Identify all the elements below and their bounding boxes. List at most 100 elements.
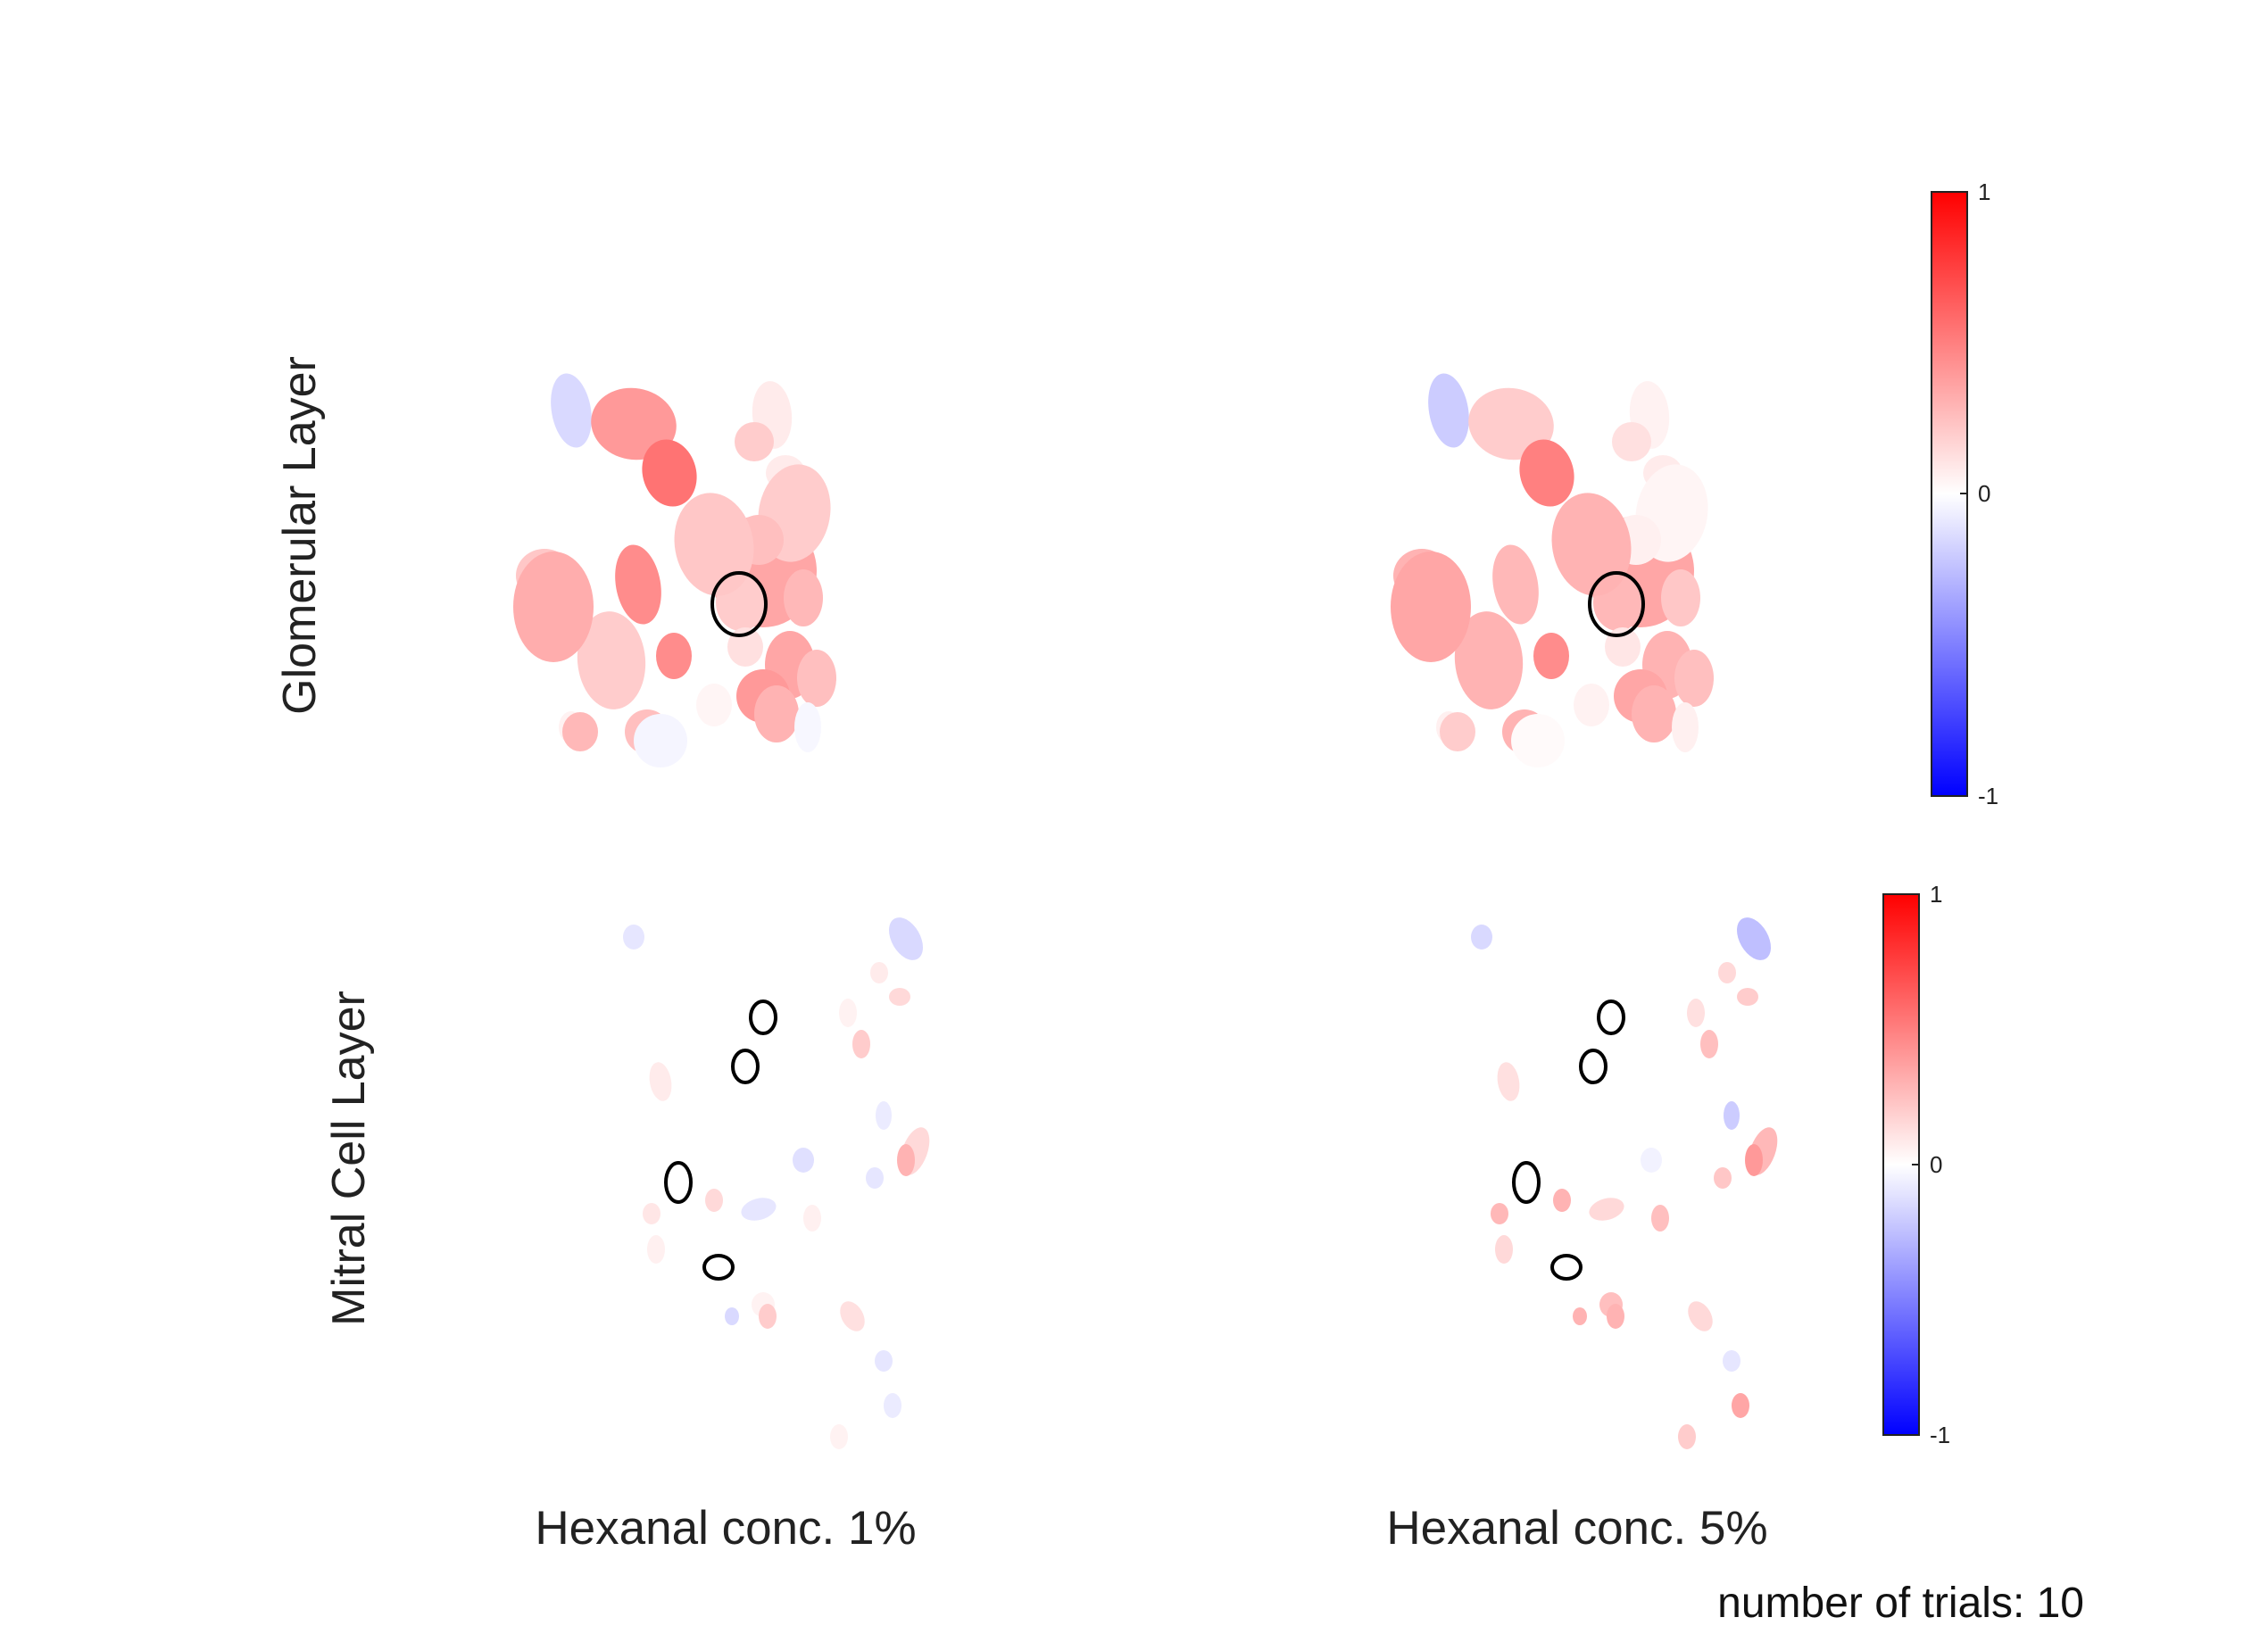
glomerular-conc-1-roi-24 <box>794 702 821 752</box>
mitral-conc-1-roi-16 <box>725 1307 739 1325</box>
mitral-conc-1-roi-22 <box>884 1393 901 1418</box>
glomerular-conc-5-roi-19 <box>1551 493 1632 596</box>
mitral-conc-5-selected-roi-outline-2 <box>1579 1049 1608 1084</box>
mitral-conc-5-roi-20 <box>1607 1304 1624 1329</box>
mitral-conc-1-selected-roi-outline-3 <box>664 1161 693 1204</box>
mitral-conc-5-roi-11 <box>1714 1167 1732 1189</box>
glomerular-conc-5-roi-3 <box>1428 373 1469 448</box>
mitral-conc-1-roi-20 <box>759 1304 777 1329</box>
mitral-conc-5-roi-16 <box>1573 1307 1587 1325</box>
glomerular-conc-1-selected-roi-outline-1 <box>710 571 768 637</box>
mitral-conc-1-roi-11 <box>866 1167 884 1189</box>
glomerular-conc-5-roi-18 <box>1674 650 1714 707</box>
mitral-conc-5-roi-7 <box>1497 1062 1520 1101</box>
glomerular-map-conc-5 <box>1391 373 1714 767</box>
mitral-conc-5-roi-24 <box>1688 1301 1713 1331</box>
glomerular-conc-1-roi-27 <box>562 712 598 751</box>
mitral-conc-5-roi-6 <box>1700 1030 1718 1058</box>
mitral-conc-1-roi-10 <box>897 1144 915 1176</box>
mitral-conc-1-roi-14 <box>793 1148 814 1173</box>
mitral-conc-1-roi-1 <box>623 925 644 950</box>
colorbar-glomerular-tick-mid: 0 <box>1978 480 1990 507</box>
column-label-conc-5: Hexanal conc. 5% <box>1386 1502 1767 1555</box>
mitral-conc-1-selected-roi-outline-4 <box>702 1254 735 1281</box>
mitral-conc-1-roi-18 <box>803 1205 821 1232</box>
mitral-map-conc-1 <box>623 917 930 1449</box>
glomerular-conc-5-roi-6 <box>1519 439 1574 507</box>
mitral-conc-1-roi-12 <box>705 1189 723 1212</box>
colorbar-mitral-tick-mid: 0 <box>1930 1151 1942 1178</box>
mitral-conc-5-roi-4 <box>1737 988 1758 1006</box>
mitral-conc-1-roi-8 <box>876 1101 892 1130</box>
mitral-conc-1-roi-24 <box>840 1301 865 1331</box>
glomerular-conc-5-roi-10 <box>1492 544 1539 625</box>
mitral-conc-5-roi-12 <box>1553 1189 1571 1212</box>
glomerular-conc-1-roi-4 <box>735 422 774 461</box>
mitral-conc-5-roi-18 <box>1651 1205 1669 1232</box>
mitral-map-conc-5 <box>1471 917 1778 1449</box>
mitral-conc-1-roi-13 <box>741 1198 777 1221</box>
colorbar-mitral-tick-max: 1 <box>1930 881 1942 908</box>
glomerular-conc-5-roi-5 <box>1468 387 1554 460</box>
mitral-conc-5-selected-roi-outline-3 <box>1512 1161 1541 1204</box>
mitral-conc-1-roi-5 <box>839 999 857 1027</box>
mitral-conc-5-roi-5 <box>1687 999 1705 1027</box>
glomerular-conc-5-roi-20 <box>1391 552 1471 662</box>
mitral-conc-1-roi-7 <box>649 1062 672 1101</box>
glomerular-conc-5-roi-24 <box>1672 702 1699 752</box>
mitral-conc-5-roi-8 <box>1724 1101 1740 1130</box>
mitral-conc-5-roi-22 <box>1732 1393 1749 1418</box>
mitral-conc-1-roi-3 <box>870 962 888 983</box>
glomerular-conc-5-roi-28 <box>1511 714 1565 767</box>
glomerular-conc-1-roi-16 <box>656 633 692 679</box>
glomerular-conc-1-roi-5 <box>591 387 677 460</box>
glomerular-conc-1-roi-3 <box>551 373 592 448</box>
column-label-conc-1: Hexanal conc. 1% <box>535 1502 916 1555</box>
mitral-conc-1-roi-21 <box>875 1350 893 1372</box>
glomerular-conc-1-roi-12 <box>784 569 823 626</box>
glomerular-conc-5-roi-17 <box>1605 627 1641 667</box>
glomerular-conc-5-roi-25 <box>1574 684 1609 726</box>
mitral-conc-5-roi-13 <box>1589 1198 1624 1221</box>
mitral-conc-1-roi-15 <box>647 1235 665 1264</box>
mitral-conc-5-roi-23 <box>1678 1424 1696 1449</box>
colorbar-glomerular-tick-min: -1 <box>1978 783 1998 809</box>
row-label-mitral: Mitral Cell Layer <box>323 991 375 1326</box>
mitral-conc-1-roi-6 <box>852 1030 870 1058</box>
glomerular-map-conc-1 <box>513 373 836 767</box>
colorbar-glomerular-tick-max: 1 <box>1978 178 1990 205</box>
glomerular-conc-5-roi-4 <box>1612 422 1651 461</box>
glomerular-conc-1-roi-18 <box>797 650 836 707</box>
trial-count: number of trials: 10 <box>1717 1580 2084 1627</box>
mitral-conc-1-roi-19 <box>643 1203 660 1224</box>
mitral-conc-1-roi-2 <box>889 917 923 960</box>
mitral-conc-5-selected-roi-outline-4 <box>1550 1254 1583 1281</box>
mitral-conc-5-roi-19 <box>1491 1203 1508 1224</box>
colorbar-glomerular: 1 0 -1 <box>1931 178 1998 809</box>
mitral-conc-5-roi-1 <box>1471 925 1492 950</box>
mitral-conc-1-roi-4 <box>889 988 910 1006</box>
glomerular-conc-1-roi-23 <box>754 685 799 742</box>
mitral-conc-5-roi-2 <box>1737 917 1771 960</box>
glomerular-conc-5-roi-27 <box>1440 712 1475 751</box>
glomerular-conc-1-roi-6 <box>642 439 697 507</box>
colorbar-mitral: 1 0 -1 <box>1882 881 1950 1448</box>
mitral-conc-5-roi-21 <box>1723 1350 1740 1372</box>
mitral-conc-1-roi-23 <box>830 1424 848 1449</box>
mitral-conc-1-selected-roi-outline-2 <box>731 1049 760 1084</box>
glomerular-conc-1-roi-20 <box>513 552 594 662</box>
glomerular-conc-1-roi-19 <box>674 493 754 596</box>
glomerular-conc-1-roi-28 <box>634 714 687 767</box>
glomerular-conc-5-roi-12 <box>1661 569 1700 626</box>
mitral-conc-5-roi-10 <box>1745 1144 1763 1176</box>
mitral-conc-5-roi-15 <box>1495 1235 1513 1264</box>
glomerular-conc-5-roi-16 <box>1533 633 1569 679</box>
glomerular-conc-1-roi-10 <box>615 544 661 625</box>
glomerular-conc-1-roi-17 <box>727 627 763 667</box>
glomerular-conc-5-selected-roi-outline-1 <box>1588 571 1645 637</box>
glomerular-conc-1-roi-25 <box>696 684 732 726</box>
colorbar-mitral-tick-min: -1 <box>1930 1422 1950 1448</box>
mitral-conc-5-roi-14 <box>1641 1148 1662 1173</box>
mitral-conc-5-selected-roi-outline-1 <box>1597 999 1625 1035</box>
